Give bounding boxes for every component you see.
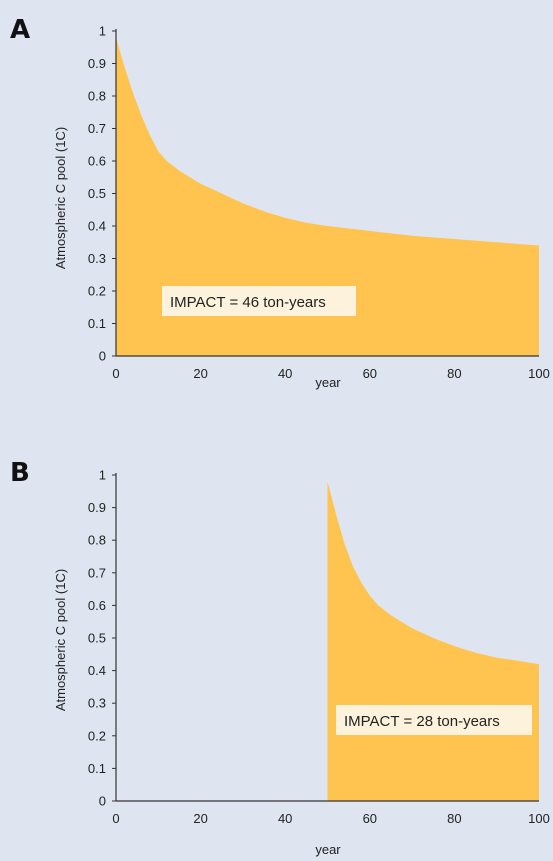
- panel-a-impact-box: [162, 286, 356, 316]
- panel-b-label: B: [10, 458, 30, 488]
- panel-a-x-ticks: 0 20 40 60 80 100: [112, 366, 549, 381]
- panel-a-y-tick-label: 0.8: [88, 89, 106, 104]
- panel-b-y-tick-label: 0.6: [88, 598, 106, 613]
- panel-b-x-ticks: 0 20 40 60 80 100: [112, 811, 549, 826]
- panel-a-y-tick-label: 0: [99, 349, 106, 364]
- panel-a-y-tick-label: 0.5: [88, 186, 106, 201]
- panel-a-x-tick-label: 80: [447, 366, 461, 381]
- panel-a-x-tick-label: 60: [363, 366, 377, 381]
- panel-a-x-tick-label: 100: [528, 366, 550, 381]
- panel-b-x-tick-label: 100: [528, 811, 550, 826]
- panel-a-impact-label: IMPACT = 46 ton-years: [170, 294, 326, 311]
- panel-b-y-tick-label: 0: [99, 794, 106, 809]
- panel-a-y-tick-label: 0.4: [88, 219, 106, 234]
- panel-b-y-tick-label: 0.8: [88, 533, 106, 548]
- panel-b-y-tick-label: 0.7: [88, 565, 106, 580]
- panel-b: B 0 0.1 0.2 0.3 0.4 0.5 0.6 0.7 0.8 0.9 1 0 20 40 60 8…: [10, 458, 550, 857]
- panel-a-area: [116, 37, 539, 356]
- panel-b-x-tick-label: 60: [363, 811, 377, 826]
- panel-b-x-axis-title: year: [315, 842, 341, 857]
- panel-a-x-tick-label: 40: [278, 366, 292, 381]
- panel-a-y-tick-label: 0.6: [88, 154, 106, 169]
- panel-b-y-tick-label: 0.9: [88, 500, 106, 515]
- panel-b-impact-box: [336, 705, 532, 735]
- panel-a-y-axis-title: Atmospheric C pool (1C): [53, 127, 68, 269]
- panel-a-y-tick-label: 0.1: [88, 316, 106, 331]
- panel-a-y-tick-label: 1: [99, 24, 106, 39]
- panel-a-label: A: [10, 15, 30, 45]
- panel-a-y-tick-label: 0.2: [88, 284, 106, 299]
- panel-b-area: [327, 481, 539, 801]
- panel-b-y-ticks: 0 0.1 0.2 0.3 0.4 0.5 0.6 0.7 0.8 0.9 1: [88, 468, 116, 809]
- panel-b-y-tick-label: 0.5: [88, 631, 106, 646]
- panel-a-x-tick-label: 20: [193, 366, 207, 381]
- panel-b-y-tick-label: 0.4: [88, 663, 106, 678]
- panel-b-impact-label: IMPACT = 28 ton-years: [344, 713, 500, 730]
- panel-a-y-tick-label: 0.3: [88, 251, 106, 266]
- panel-b-x-tick-label: 80: [447, 811, 461, 826]
- panel-b-x-tick-label: 0: [112, 811, 119, 826]
- panel-a-x-axis-title: year: [315, 375, 341, 390]
- panel-a-y-ticks: 0 0.1 0.2 0.3 0.4 0.5 0.6 0.7 0.8 0.9 1: [88, 24, 116, 364]
- panel-a-y-tick-label: 0.9: [88, 56, 106, 71]
- panel-a-y-tick-label: 0.7: [88, 121, 106, 136]
- panel-b-y-tick-label: 0.2: [88, 728, 106, 743]
- panel-b-y-tick-label: 0.3: [88, 696, 106, 711]
- panel-a: A 0 0.1 0.2 0.3 0.4 0.5 0.6 0.7 0.8 0.9 1 0 20 40 60 8…: [10, 15, 550, 390]
- panel-b-x-tick-label: 40: [278, 811, 292, 826]
- panel-b-y-axis-title: Atmospheric C pool (1C): [53, 569, 68, 711]
- panel-b-y-tick-label: 0.1: [88, 761, 106, 776]
- panel-b-x-tick-label: 20: [193, 811, 207, 826]
- panel-a-x-tick-label: 0: [112, 366, 119, 381]
- panel-b-y-tick-label: 1: [99, 468, 106, 483]
